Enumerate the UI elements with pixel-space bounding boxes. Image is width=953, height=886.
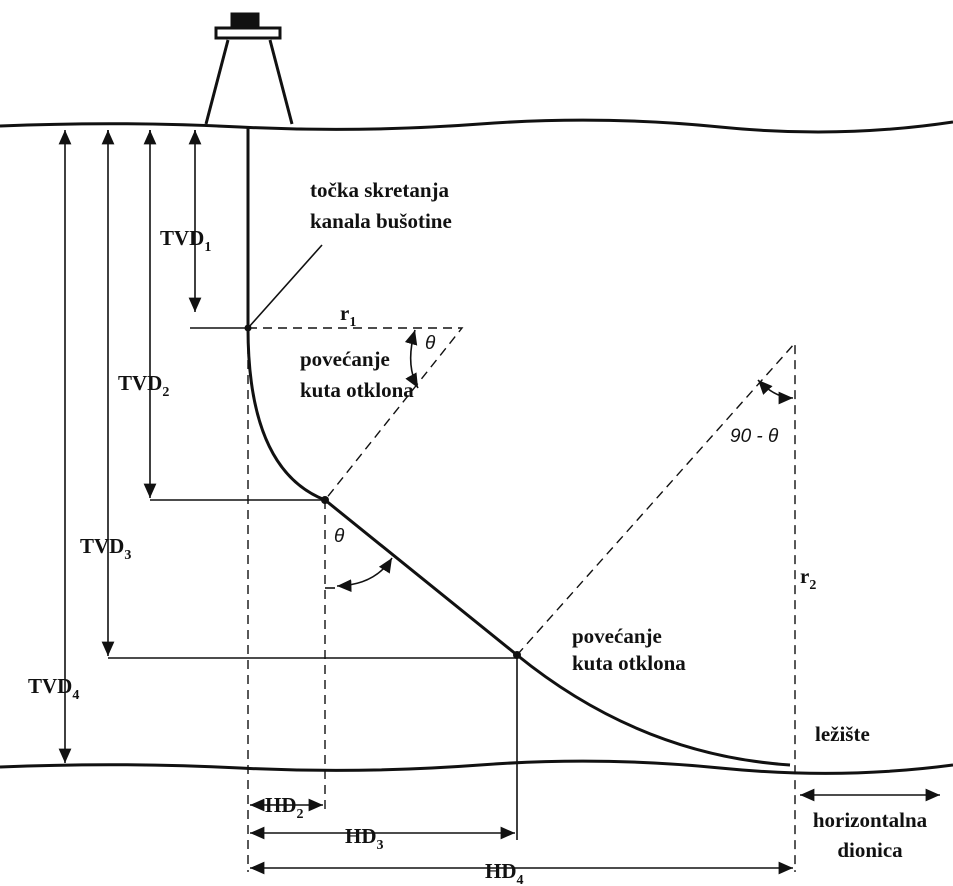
label: točka skretanja xyxy=(310,178,450,202)
label: HD4 xyxy=(485,859,524,886)
label: kuta otklona xyxy=(572,651,686,675)
label: θ xyxy=(425,333,436,354)
label: ležište xyxy=(815,722,870,746)
label: horizontalna xyxy=(813,808,928,832)
label: kanala bušotine xyxy=(310,209,452,233)
label: HD3 xyxy=(345,824,384,853)
label: TVD1 xyxy=(160,226,211,255)
label: 90 - θ xyxy=(730,426,779,447)
label: TVD4 xyxy=(28,674,79,703)
label: r2 xyxy=(800,564,816,593)
construction-lines xyxy=(108,244,796,872)
label: kuta otklona xyxy=(300,378,414,402)
label: povećanje xyxy=(572,624,662,648)
label: HD2 xyxy=(265,793,304,822)
ground xyxy=(0,118,953,775)
label: TVD2 xyxy=(118,371,169,400)
arrows xyxy=(58,130,940,875)
label: TVD3 xyxy=(80,534,131,563)
label: dionica xyxy=(837,838,903,862)
label: r1 xyxy=(340,301,356,330)
label: θ xyxy=(334,526,345,547)
labels: točka skretanja kanala bušotine TVD1 TVD… xyxy=(28,178,928,886)
derrick xyxy=(204,12,294,125)
label: povećanje xyxy=(300,347,390,371)
